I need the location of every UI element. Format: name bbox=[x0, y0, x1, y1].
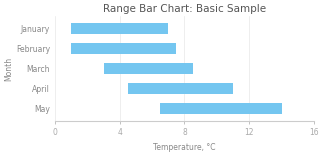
Bar bbox=[71, 43, 176, 54]
Bar bbox=[128, 83, 233, 94]
Bar bbox=[71, 23, 168, 34]
Bar bbox=[160, 103, 282, 114]
Y-axis label: Month: Month bbox=[4, 56, 13, 80]
X-axis label: Temperature, °C: Temperature, °C bbox=[153, 143, 216, 152]
Title: Range Bar Chart: Basic Sample: Range Bar Chart: Basic Sample bbox=[103, 4, 266, 14]
Bar bbox=[103, 63, 193, 74]
